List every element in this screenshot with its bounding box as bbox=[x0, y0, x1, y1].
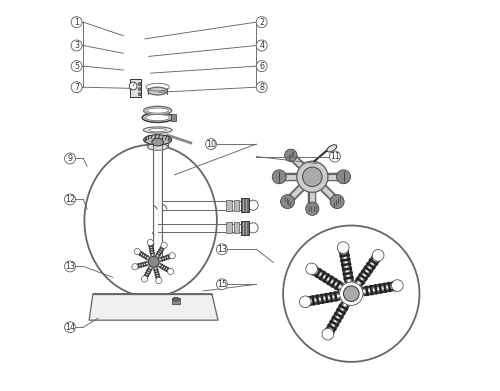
Circle shape bbox=[256, 82, 267, 93]
Ellipse shape bbox=[149, 128, 166, 132]
Text: 2: 2 bbox=[259, 18, 264, 27]
Ellipse shape bbox=[172, 297, 180, 301]
Circle shape bbox=[300, 296, 311, 308]
Bar bbox=[234, 222, 239, 233]
Circle shape bbox=[338, 242, 349, 253]
Circle shape bbox=[138, 88, 141, 91]
Ellipse shape bbox=[144, 135, 172, 145]
Text: 9: 9 bbox=[68, 154, 72, 163]
Ellipse shape bbox=[143, 127, 172, 133]
Text: 1: 1 bbox=[74, 18, 79, 27]
Circle shape bbox=[297, 161, 328, 192]
Circle shape bbox=[161, 242, 167, 248]
Circle shape bbox=[138, 83, 141, 86]
Circle shape bbox=[322, 328, 334, 340]
Bar bbox=[130, 79, 141, 97]
Circle shape bbox=[64, 194, 76, 205]
Circle shape bbox=[344, 286, 359, 301]
Circle shape bbox=[216, 279, 228, 290]
Circle shape bbox=[280, 195, 294, 209]
Circle shape bbox=[256, 40, 267, 51]
Circle shape bbox=[148, 256, 159, 267]
Circle shape bbox=[71, 17, 82, 28]
Text: 11: 11 bbox=[330, 152, 340, 161]
Circle shape bbox=[284, 149, 297, 161]
Ellipse shape bbox=[148, 87, 168, 95]
Circle shape bbox=[330, 151, 340, 162]
Text: 13: 13 bbox=[65, 262, 75, 271]
Ellipse shape bbox=[147, 108, 169, 113]
Circle shape bbox=[336, 170, 350, 184]
Circle shape bbox=[256, 61, 267, 72]
Bar bbox=[171, 114, 175, 122]
Circle shape bbox=[372, 249, 384, 261]
Circle shape bbox=[306, 263, 318, 275]
Circle shape bbox=[306, 202, 319, 215]
Circle shape bbox=[302, 167, 322, 187]
Text: 6: 6 bbox=[259, 62, 264, 71]
Circle shape bbox=[71, 61, 82, 72]
Bar bbox=[226, 200, 232, 211]
Text: 14: 14 bbox=[65, 323, 75, 332]
Circle shape bbox=[330, 195, 344, 209]
Circle shape bbox=[206, 139, 216, 149]
Ellipse shape bbox=[144, 106, 172, 115]
Bar bbox=[242, 221, 249, 235]
Circle shape bbox=[64, 153, 76, 164]
Circle shape bbox=[156, 278, 162, 283]
Circle shape bbox=[71, 40, 82, 51]
Circle shape bbox=[283, 226, 420, 362]
Text: 15: 15 bbox=[217, 280, 227, 289]
Text: 13: 13 bbox=[217, 245, 227, 254]
Circle shape bbox=[169, 253, 175, 259]
Text: 3: 3 bbox=[74, 41, 79, 50]
Text: 4: 4 bbox=[259, 41, 264, 50]
Text: 10: 10 bbox=[206, 140, 216, 149]
Circle shape bbox=[134, 248, 140, 255]
Ellipse shape bbox=[327, 145, 336, 152]
Circle shape bbox=[142, 276, 148, 282]
Bar bbox=[242, 198, 249, 212]
Circle shape bbox=[216, 244, 228, 255]
Ellipse shape bbox=[84, 145, 217, 297]
Circle shape bbox=[168, 268, 174, 274]
Text: 8: 8 bbox=[259, 83, 264, 91]
Bar bbox=[242, 222, 248, 233]
Circle shape bbox=[64, 261, 76, 272]
Bar bbox=[234, 200, 239, 211]
Circle shape bbox=[71, 82, 82, 93]
Circle shape bbox=[64, 322, 76, 333]
Text: 5: 5 bbox=[74, 62, 79, 71]
Text: 12: 12 bbox=[65, 195, 75, 204]
Ellipse shape bbox=[148, 143, 168, 150]
Bar bbox=[172, 298, 180, 304]
Circle shape bbox=[272, 170, 286, 184]
Bar bbox=[226, 222, 232, 233]
Circle shape bbox=[129, 82, 137, 90]
Text: 7: 7 bbox=[74, 83, 79, 91]
Ellipse shape bbox=[146, 115, 170, 121]
Ellipse shape bbox=[142, 113, 173, 122]
Bar bbox=[242, 200, 248, 211]
Polygon shape bbox=[89, 294, 218, 320]
Ellipse shape bbox=[152, 138, 164, 146]
Circle shape bbox=[132, 264, 138, 270]
Circle shape bbox=[138, 93, 141, 96]
Circle shape bbox=[392, 280, 403, 291]
Circle shape bbox=[256, 17, 267, 28]
Circle shape bbox=[148, 239, 154, 246]
